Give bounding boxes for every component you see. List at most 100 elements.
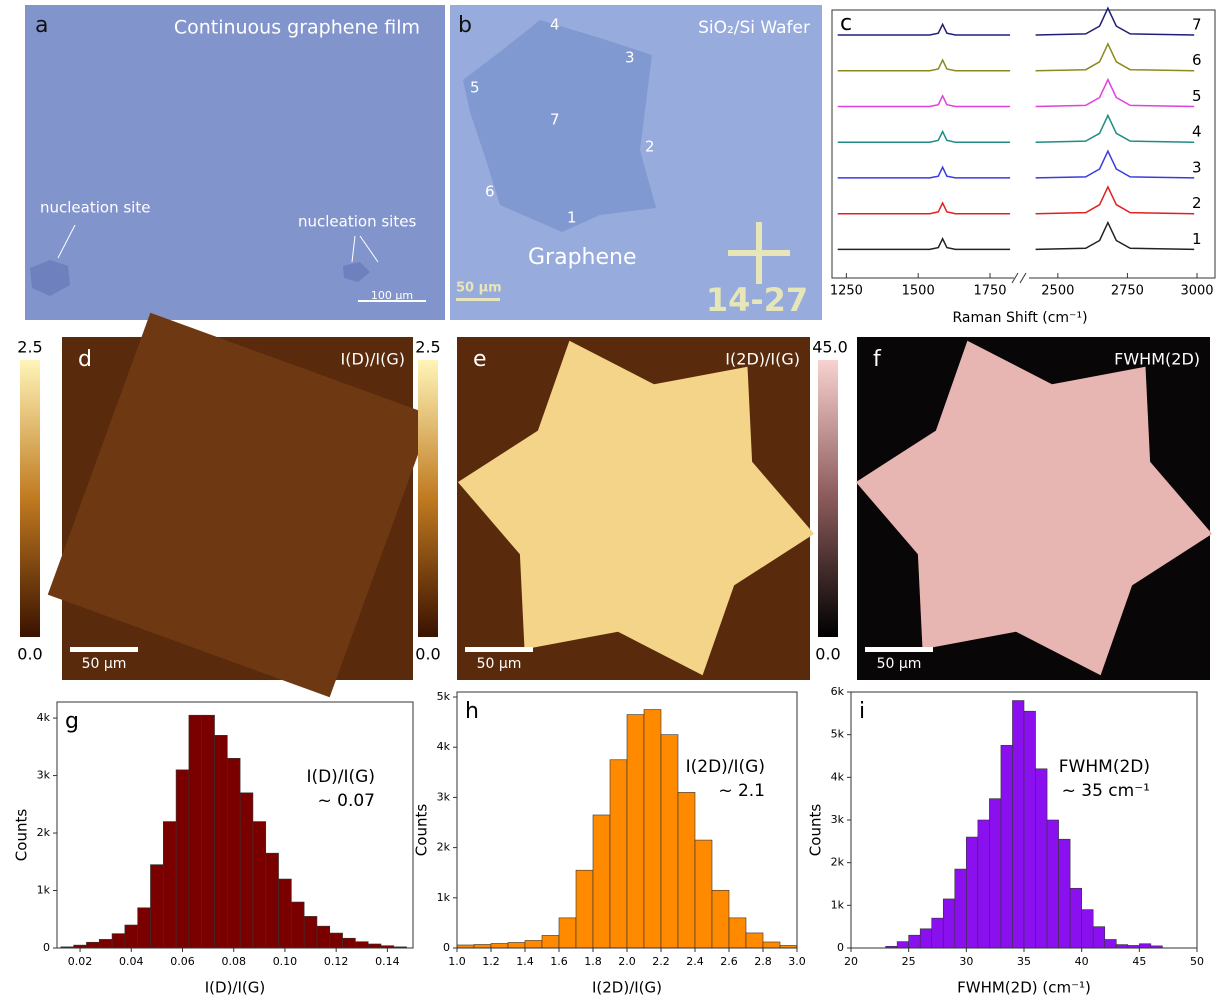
plot-frame [832, 10, 1215, 278]
bar [112, 934, 125, 948]
spectrum [838, 44, 1194, 71]
bar [1082, 910, 1094, 948]
panel-title: I(D)/I(G) [340, 350, 405, 369]
panel-title: Continuous graphene film [174, 17, 420, 39]
bar [1139, 944, 1151, 948]
bar [253, 822, 266, 948]
scale-label: 50 μm [456, 281, 502, 296]
panel-e: 2.5 0.0 e I(2D)/I(G) 50 μm [415, 337, 814, 680]
x-axis-label: I(2D)/I(G) [592, 979, 662, 997]
bar [576, 870, 593, 948]
bar [317, 926, 330, 948]
bar [1012, 701, 1024, 948]
x-tick-label: 0.02 [68, 955, 93, 968]
scale-label: 50 μm [477, 656, 522, 672]
bar [1093, 927, 1105, 948]
y-tick-label: 5k [831, 728, 845, 741]
bar [279, 879, 292, 948]
panel-label: h [465, 699, 479, 724]
spectrum [838, 115, 1194, 142]
y-tick-label: 5k [437, 690, 451, 703]
bar [1036, 769, 1048, 948]
y-tick-label: 6k [831, 685, 845, 698]
x-tick-label: 50 [1190, 955, 1204, 968]
x-axis-label: Raman Shift (cm⁻¹) [952, 310, 1087, 326]
annotation: ~ 0.07 [318, 791, 376, 811]
panel-a: a Continuous graphene film nucleation si… [25, 5, 445, 320]
x-tick-label: 2750 [1111, 284, 1144, 299]
bar [227, 758, 240, 948]
colorbar-label: 0.0 [815, 645, 840, 664]
x-tick-label: 20 [844, 955, 858, 968]
panel-f: 45.0 0.0 f FWHM(2D) 50 μm [812, 337, 1212, 680]
panel-label: d [78, 347, 92, 372]
annotation: nucleation site [40, 199, 150, 217]
colorbar [418, 360, 438, 637]
x-tick-label: 1.0 [448, 955, 466, 968]
bar [627, 715, 644, 948]
y-tick-label: 0 [43, 941, 50, 954]
colorbar-label: 0.0 [17, 645, 42, 664]
panel-label: f [873, 347, 882, 372]
point-label: 3 [625, 49, 635, 67]
micrograph [25, 5, 445, 320]
x-tick-label: 2.2 [652, 955, 670, 968]
point-label: 4 [550, 16, 560, 34]
bar [978, 820, 990, 948]
bar [989, 799, 1001, 948]
bar [729, 918, 746, 948]
x-tick-label: 1500 [902, 284, 935, 299]
bar [712, 890, 729, 948]
series-label: 2 [1192, 194, 1202, 212]
scale-label: 100 μm [371, 289, 413, 302]
stamp: 14-27 [706, 281, 808, 319]
bar [125, 925, 138, 948]
y-tick-label: 2k [437, 841, 451, 854]
x-tick-label: 3.0 [788, 955, 806, 968]
bar [966, 837, 978, 948]
y-tick-label: 4k [831, 770, 845, 783]
bar [897, 942, 909, 948]
bar [355, 942, 368, 948]
bar [86, 942, 99, 948]
x-tick-label: 1.4 [516, 955, 534, 968]
annotation: I(2D)/I(G) [686, 757, 765, 777]
bar [99, 939, 112, 948]
bar [1070, 888, 1082, 948]
y-tick-label: 3k [37, 769, 51, 782]
x-axis-label: I(D)/I(G) [205, 979, 265, 997]
series-label: 3 [1192, 158, 1202, 176]
x-tick-label: 3000 [1180, 284, 1213, 299]
series-label: 1 [1192, 230, 1202, 248]
bar [240, 793, 253, 948]
y-tick-label: 0 [837, 941, 844, 954]
flake-label: Graphene [528, 245, 637, 270]
x-tick-label: 1750 [973, 284, 1006, 299]
bar [593, 815, 610, 948]
bar [1059, 839, 1071, 948]
point-label: 1 [567, 209, 577, 227]
annotation: FWHM(2D) [1059, 757, 1150, 777]
x-tick-label: 0.06 [170, 955, 195, 968]
scale-label: 50 μm [877, 656, 922, 672]
bar [559, 918, 576, 948]
bar [678, 792, 695, 948]
bar [1047, 820, 1059, 948]
bar [508, 942, 525, 948]
x-tick-label: 2.4 [686, 955, 704, 968]
bar [202, 715, 215, 948]
bar [525, 940, 542, 948]
spectrum [838, 80, 1194, 107]
series-label: 7 [1192, 16, 1202, 34]
x-tick-label: 2.0 [618, 955, 636, 968]
x-tick-label: 30 [959, 955, 973, 968]
x-tick-label: 2.8 [754, 955, 772, 968]
bar [150, 865, 163, 948]
annotation: ~ 35 cm⁻¹ [1062, 781, 1150, 801]
cross [756, 222, 762, 284]
y-tick-label: 2k [37, 826, 51, 839]
x-tick-label: 1.2 [482, 955, 500, 968]
bar [1001, 745, 1013, 948]
colorbar-label: 2.5 [17, 338, 42, 357]
y-tick-label: 1k [831, 898, 845, 911]
